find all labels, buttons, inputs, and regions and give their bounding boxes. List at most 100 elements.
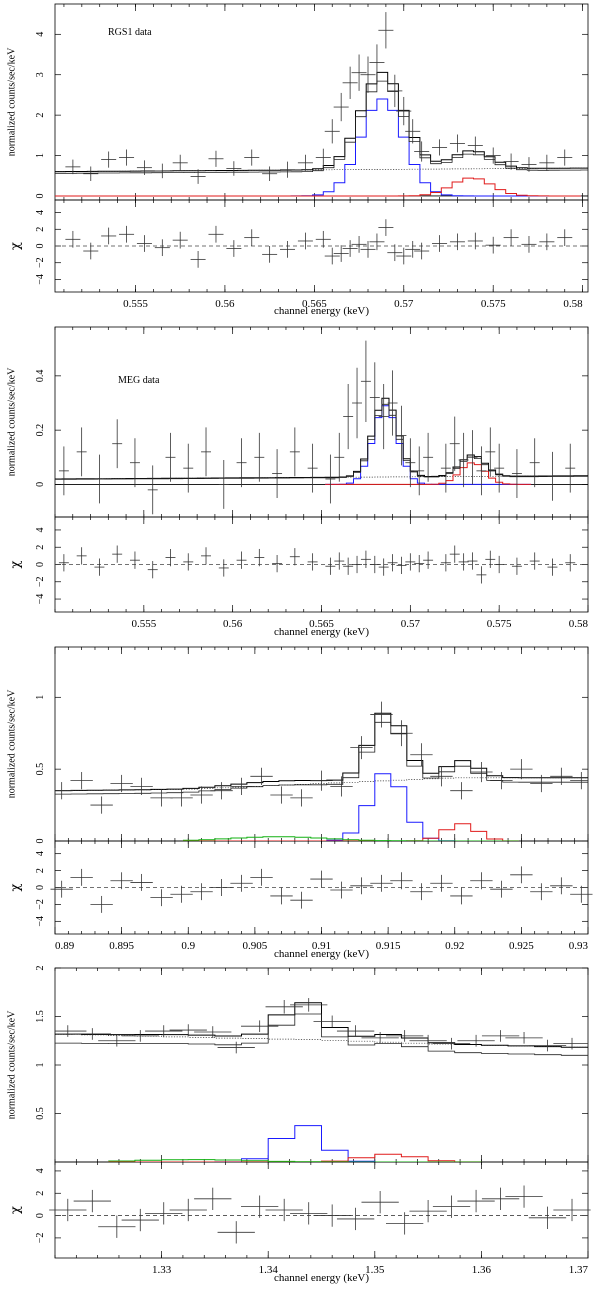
x-tick-label: 0.58	[569, 618, 589, 630]
residual-axis-label: χ	[9, 1206, 24, 1214]
residual-point	[280, 240, 296, 258]
data-point	[73, 1028, 111, 1040]
data-point	[476, 446, 487, 496]
x-tick-label: 0.89	[55, 940, 75, 952]
data-point	[121, 1030, 159, 1042]
data-point	[528, 1039, 567, 1052]
data-point	[529, 438, 540, 488]
x-tick-label: 0.56	[223, 618, 243, 630]
residual-point	[236, 551, 247, 569]
data-point	[539, 154, 555, 171]
residual-point	[265, 1198, 303, 1222]
plot-area	[55, 998, 588, 1162]
data-point	[165, 432, 176, 482]
residual-point	[315, 230, 331, 248]
data-point	[76, 427, 87, 477]
data-point	[432, 1037, 471, 1050]
data-point	[494, 443, 505, 493]
data-point	[307, 443, 318, 493]
chart-panel-1: 0 1 2 3 4 −4 −2 0 2 4 0.555 0.56 0.565 0.57 0.575 0.58 n…	[6, 3, 589, 317]
residual-point	[378, 219, 394, 236]
data-point	[481, 1030, 520, 1042]
data-point	[409, 1034, 447, 1047]
data-point	[290, 998, 328, 1012]
x-tick-label: 1.37	[569, 1264, 589, 1276]
data-point	[65, 159, 81, 175]
y-axis-label: normalized counts/sec/keV	[6, 689, 17, 798]
residual-point	[334, 552, 345, 570]
residual-point	[490, 880, 513, 898]
residual-frame	[54, 1161, 589, 1259]
data-annotation: RGS1 data	[108, 27, 152, 38]
residual-point	[194, 1187, 232, 1210]
residual-point	[210, 879, 233, 896]
data-point	[129, 438, 140, 488]
data-point	[324, 119, 340, 144]
residual-point	[550, 877, 573, 895]
data-point	[342, 66, 358, 99]
residual-point	[510, 866, 533, 884]
residual-point	[70, 868, 93, 886]
data-point	[550, 767, 573, 785]
data-point	[565, 443, 576, 493]
residual-axis-label: χ	[9, 242, 24, 250]
residual-point	[290, 891, 313, 909]
residual-point	[307, 553, 318, 571]
residual-point	[409, 1199, 447, 1223]
residual-point	[254, 548, 265, 567]
y-axis-label: normalized counts/sec/keV	[6, 1010, 17, 1119]
x-tick-label: 0.575	[481, 298, 506, 310]
y-tick-label: 0.5	[35, 1107, 46, 1120]
data-point	[396, 405, 407, 466]
residual-point	[129, 551, 140, 569]
residual-point	[385, 1212, 424, 1235]
data-point	[396, 96, 412, 126]
y-tick-label: 2	[35, 966, 46, 971]
residual-point	[241, 1195, 279, 1218]
data-point	[280, 161, 296, 178]
residual-point	[50, 880, 73, 898]
data-point	[83, 166, 99, 182]
residual-point	[378, 558, 389, 576]
residual-y-tick-label: −2	[35, 899, 46, 910]
data-point	[485, 427, 496, 477]
residual-point	[467, 232, 483, 250]
data-point	[530, 774, 553, 793]
residual-point	[351, 235, 367, 253]
residual-y-tick-label: 0	[35, 1213, 46, 1218]
data-point	[378, 12, 394, 49]
residual-y-tick-label: 4	[35, 527, 46, 532]
data-point	[98, 1034, 136, 1047]
residual-point	[324, 247, 340, 265]
red-line-component	[55, 177, 581, 197]
total-model-secondary	[55, 80, 588, 174]
y-tick-label: 0.2	[35, 424, 46, 437]
residual-y-tick-label: −2	[35, 1233, 46, 1244]
residual-point	[73, 1189, 111, 1213]
data-point	[101, 151, 117, 168]
data-point	[236, 438, 247, 488]
residual-point	[333, 245, 349, 262]
residual-point	[90, 895, 113, 913]
data-point	[315, 148, 331, 167]
residual-point	[432, 1195, 471, 1218]
data-point	[147, 465, 158, 515]
residual-point	[449, 233, 465, 251]
data-point	[369, 44, 385, 81]
x-tick-label: 1.33	[152, 1264, 172, 1276]
data-point	[194, 1026, 232, 1038]
residual-point	[539, 233, 555, 251]
data-point	[112, 419, 123, 469]
data-point	[385, 1030, 424, 1042]
total-model-secondary	[55, 403, 588, 480]
residual-point	[262, 246, 278, 263]
residual-point	[169, 1198, 207, 1222]
blue-line-component	[108, 1125, 482, 1162]
data-point	[378, 384, 389, 450]
data-point	[254, 432, 265, 482]
x-tick-label: 0.915	[376, 940, 401, 952]
residual-point	[470, 872, 493, 890]
residual-point	[136, 235, 152, 252]
residual-point	[58, 554, 69, 572]
residual-point	[485, 550, 496, 568]
